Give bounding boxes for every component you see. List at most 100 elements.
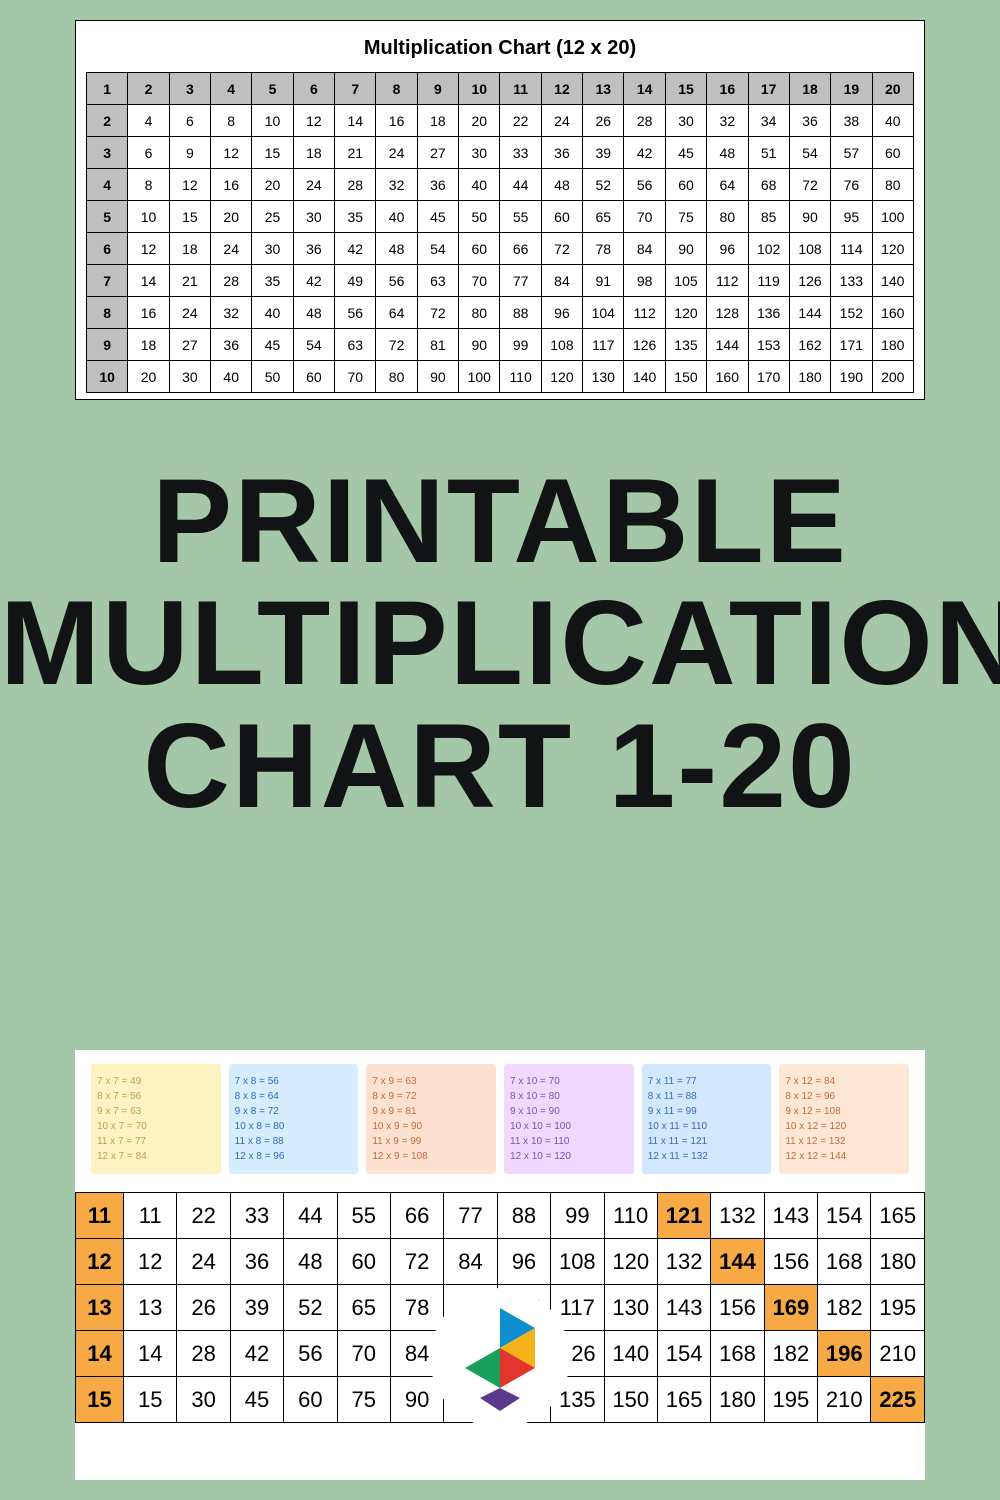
- top-chart-cell: 72: [376, 329, 417, 361]
- top-chart-row-header: 10: [87, 361, 128, 393]
- top-chart-cell: 110: [500, 361, 541, 393]
- top-chart-cell: 56: [624, 169, 665, 201]
- bottom-grid-cell: 45: [230, 1377, 283, 1423]
- top-chart-cell: 8: [211, 105, 252, 137]
- top-chart-row-header: 7: [87, 265, 128, 297]
- top-chart-row-header: 3: [87, 137, 128, 169]
- top-multiplication-chart: Multiplication Chart (12 x 20) 123456789…: [75, 20, 925, 400]
- top-chart-col-header: 9: [417, 73, 458, 105]
- top-chart-cell: 32: [376, 169, 417, 201]
- bottom-grid-cell: 132: [657, 1239, 710, 1285]
- top-chart-cell: 20: [128, 361, 169, 393]
- top-chart-cell: 4: [128, 105, 169, 137]
- fact-line: 10 x 12 = 120: [785, 1119, 903, 1134]
- top-chart-cell: 80: [459, 297, 500, 329]
- top-chart-cell: 28: [211, 265, 252, 297]
- top-chart-cell: 30: [293, 201, 334, 233]
- bottom-grid-row-header: 14: [76, 1331, 124, 1377]
- top-chart-cell: 56: [376, 265, 417, 297]
- fact-line: 8 x 10 = 80: [510, 1089, 628, 1104]
- top-chart-cell: 140: [624, 361, 665, 393]
- bottom-grid-cell: 120: [604, 1239, 657, 1285]
- fact-line: 9 x 11 = 99: [648, 1104, 766, 1119]
- fact-line: 12 x 8 = 96: [235, 1149, 353, 1164]
- top-chart-cell: 80: [872, 169, 913, 201]
- top-chart-cell: 6: [169, 105, 210, 137]
- fact-line: 8 x 8 = 64: [235, 1089, 353, 1104]
- bottom-grid-cell: 182: [818, 1285, 871, 1331]
- fact-line: 8 x 9 = 72: [372, 1089, 490, 1104]
- top-chart-cell: 72: [789, 169, 830, 201]
- top-chart-cell: 60: [872, 137, 913, 169]
- top-chart-cell: 40: [376, 201, 417, 233]
- fact-line: 12 x 9 = 108: [372, 1149, 490, 1164]
- bottom-grid-cell: 55: [337, 1193, 390, 1239]
- headline-line-2: Multiplication: [0, 582, 1000, 704]
- fact-line: 7 x 9 = 63: [372, 1074, 490, 1089]
- top-chart-cell: 48: [293, 297, 334, 329]
- top-chart-col-header: 6: [293, 73, 334, 105]
- fact-line: 7 x 7 = 49: [97, 1074, 215, 1089]
- top-chart-cell: 12: [169, 169, 210, 201]
- top-chart-cell: 54: [417, 233, 458, 265]
- headline-line-1: Printable: [0, 460, 1000, 582]
- top-chart-cell: 70: [624, 201, 665, 233]
- top-chart-cell: 18: [169, 233, 210, 265]
- top-chart-cell: 99: [500, 329, 541, 361]
- top-chart-cell: 18: [293, 137, 334, 169]
- top-chart-cell: 76: [831, 169, 872, 201]
- top-chart-cell: 96: [707, 233, 748, 265]
- top-chart-row-header: 9: [87, 329, 128, 361]
- top-chart-cell: 117: [583, 329, 624, 361]
- bottom-grid-cell: 72: [390, 1239, 443, 1285]
- top-chart-cell: 80: [707, 201, 748, 233]
- top-chart-title: Multiplication Chart (12 x 20): [86, 37, 914, 60]
- bottom-grid-cell: 33: [230, 1193, 283, 1239]
- bottom-grid-cell: 11: [124, 1193, 177, 1239]
- top-chart-cell: 40: [211, 361, 252, 393]
- top-chart-col-header: 20: [872, 73, 913, 105]
- top-chart-cell: 30: [169, 361, 210, 393]
- top-chart-cell: 90: [665, 233, 706, 265]
- bottom-grid-cell: 130: [604, 1285, 657, 1331]
- top-chart-cell: 90: [417, 361, 458, 393]
- bottom-grid-cell: 168: [818, 1239, 871, 1285]
- top-chart-cell: 64: [707, 169, 748, 201]
- bottom-grid-cell: 150: [604, 1377, 657, 1423]
- top-chart-cell: 15: [169, 201, 210, 233]
- bottom-grid-cell: 14: [124, 1331, 177, 1377]
- top-chart-col-header: 14: [624, 73, 665, 105]
- brand-logo: [430, 1288, 570, 1428]
- top-chart-cell: 100: [872, 201, 913, 233]
- fact-box: 7 x 10 = 708 x 10 = 809 x 10 = 9010 x 10…: [504, 1064, 634, 1174]
- bottom-grid-cell: 168: [711, 1331, 764, 1377]
- bottom-grid-cell: 169: [764, 1285, 817, 1331]
- top-chart-col-header: 16: [707, 73, 748, 105]
- top-chart-cell: 24: [376, 137, 417, 169]
- top-chart-cell: 20: [252, 169, 293, 201]
- top-chart-cell: 63: [335, 329, 376, 361]
- top-chart-cell: 128: [707, 297, 748, 329]
- top-chart-cell: 9: [169, 137, 210, 169]
- top-chart-cell: 105: [665, 265, 706, 297]
- top-chart-cell: 45: [252, 329, 293, 361]
- bottom-grid-cell: 36: [230, 1239, 283, 1285]
- bottom-grid-cell: 195: [764, 1377, 817, 1423]
- fact-line: 7 x 8 = 56: [235, 1074, 353, 1089]
- top-chart-cell: 180: [872, 329, 913, 361]
- top-chart-cell: 30: [459, 137, 500, 169]
- top-chart-cell: 60: [665, 169, 706, 201]
- top-chart-cell: 66: [500, 233, 541, 265]
- bottom-grid-cell: 180: [871, 1239, 925, 1285]
- top-chart-cell: 30: [665, 105, 706, 137]
- top-chart-cell: 50: [459, 201, 500, 233]
- top-chart-cell: 40: [872, 105, 913, 137]
- top-chart-row-header: 8: [87, 297, 128, 329]
- top-chart-cell: 55: [500, 201, 541, 233]
- top-chart-cell: 162: [789, 329, 830, 361]
- top-chart-row-header: 6: [87, 233, 128, 265]
- top-chart-cell: 27: [169, 329, 210, 361]
- fact-line: 8 x 11 = 88: [648, 1089, 766, 1104]
- top-chart-cell: 171: [831, 329, 872, 361]
- top-chart-cell: 12: [128, 233, 169, 265]
